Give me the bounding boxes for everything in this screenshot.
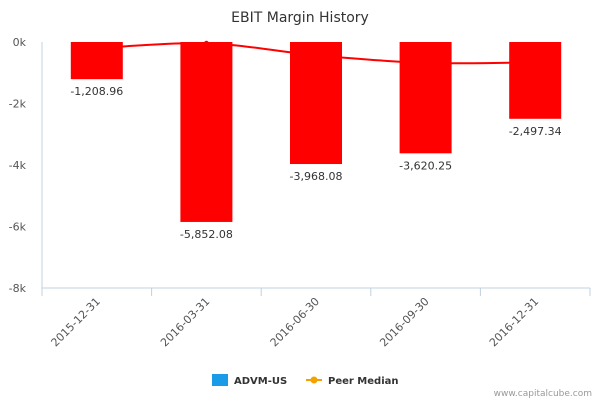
bar xyxy=(399,42,452,154)
y-tick-label: -4k xyxy=(9,159,27,172)
bar xyxy=(180,42,233,222)
legend: ADVM-US Peer Median xyxy=(212,374,399,387)
legend-swatch-peer-dot xyxy=(310,376,318,384)
peer-median-point xyxy=(94,45,100,51)
bar-data-label: -3,620.25 xyxy=(399,159,452,172)
legend-label-peer[interactable]: Peer Median xyxy=(328,376,399,387)
bar-series xyxy=(70,42,562,222)
bar-data-label: -3,968.08 xyxy=(290,170,343,183)
y-tick-label: -8k xyxy=(9,282,27,295)
peer-median-series xyxy=(94,40,538,66)
y-tick-label: 0k xyxy=(13,36,27,49)
x-tick-label: 2016-06-30 xyxy=(268,295,322,349)
legend-swatch-advm xyxy=(212,374,228,386)
y-tick-label: -6k xyxy=(9,221,27,234)
x-axis: 2015-12-31 2016-03-31 2016-06-30 2016-09-30… xyxy=(41,287,591,349)
peer-median-point xyxy=(203,40,209,46)
bar-data-label: -2,497.34 xyxy=(509,125,562,138)
x-tick-label: 2015-12-31 xyxy=(49,295,103,349)
bar-data-label: -1,208.96 xyxy=(70,85,123,98)
legend-label-advm[interactable]: ADVM-US xyxy=(234,376,287,387)
source-credit: www.capitalcube.com xyxy=(494,389,592,399)
y-axis: 0k -2k -4k -6k -8k xyxy=(9,36,43,295)
y-tick-label: -2k xyxy=(9,98,27,111)
bar-data-label: -5,852.08 xyxy=(180,228,233,241)
x-tick-label: 2016-09-30 xyxy=(377,295,431,349)
peer-median-point xyxy=(532,59,538,65)
peer-median-point xyxy=(423,60,429,66)
x-tick-label: 2016-03-31 xyxy=(158,295,212,349)
bar xyxy=(290,42,342,165)
bar xyxy=(509,42,562,119)
x-tick-label: 2016-12-31 xyxy=(487,295,541,349)
peer-median-point xyxy=(313,52,319,58)
data-labels: -1,208.96 -5,852.08 -3,968.08 -3,620.25 -2,4… xyxy=(70,85,561,241)
chart-title: EBIT Margin History xyxy=(231,10,369,26)
